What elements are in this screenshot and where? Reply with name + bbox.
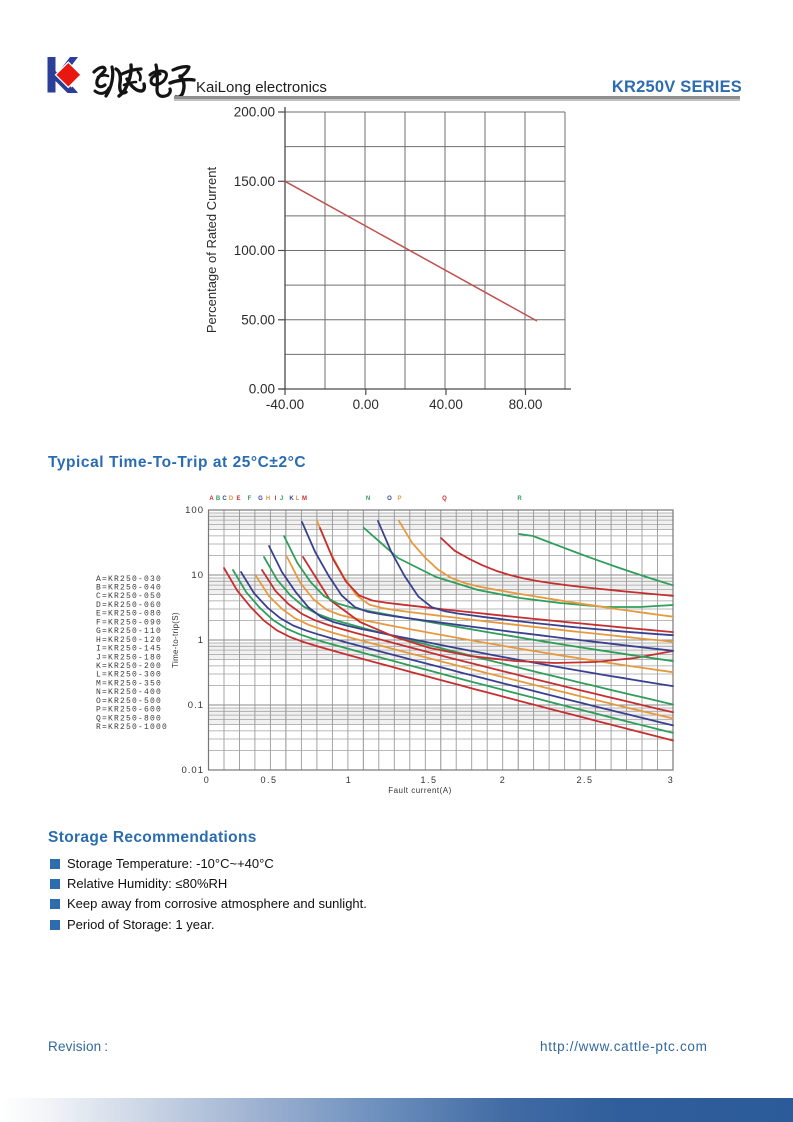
svg-text:H=KR250-120: H=KR250-120: [96, 636, 162, 645]
svg-text:L=KR250-300: L=KR250-300: [96, 671, 162, 680]
svg-text:C=KR250-050: C=KR250-050: [96, 592, 162, 601]
svg-text:100.00: 100.00: [234, 243, 275, 258]
svg-text:K: K: [289, 496, 294, 502]
svg-text:B=KR250-040: B=KR250-040: [96, 584, 162, 593]
svg-text:Q=KR250-800: Q=KR250-800: [96, 714, 162, 723]
svg-text:M=KR250-350: M=KR250-350: [96, 679, 162, 688]
svg-text:100: 100: [185, 505, 204, 516]
svg-text:E=KR250-080: E=KR250-080: [96, 610, 162, 619]
svg-text:O=KR250-500: O=KR250-500: [96, 697, 162, 706]
svg-text:D=KR250-060: D=KR250-060: [96, 601, 162, 610]
svg-text:E: E: [236, 496, 240, 502]
svg-text:F=KR250-090: F=KR250-090: [96, 618, 162, 627]
svg-text:F: F: [248, 496, 252, 502]
svg-text:P: P: [397, 496, 401, 502]
svg-text:A: A: [209, 496, 214, 502]
svg-text:0.5: 0.5: [260, 775, 277, 785]
svg-text:O: O: [387, 496, 392, 502]
svg-text:D: D: [229, 496, 234, 502]
svg-text:R: R: [517, 496, 522, 502]
svg-text:40.00: 40.00: [429, 397, 463, 412]
svg-text:A=KR250-030: A=KR250-030: [96, 575, 162, 584]
svg-text:0.1: 0.1: [188, 700, 204, 711]
svg-text:0.00: 0.00: [353, 397, 379, 412]
svg-text:Q: Q: [442, 496, 447, 502]
svg-text:K=KR250-200: K=KR250-200: [96, 662, 162, 671]
svg-text:C: C: [222, 496, 227, 502]
svg-text:Fault current(A): Fault current(A): [388, 786, 452, 795]
svg-text:M: M: [302, 496, 307, 502]
svg-text:1: 1: [198, 635, 204, 646]
svg-text:I=KR250-145: I=KR250-145: [96, 645, 162, 654]
svg-text:2.5: 2.5: [576, 775, 593, 785]
svg-text:1: 1: [346, 775, 353, 785]
svg-text:R=KR250-1000: R=KR250-1000: [96, 723, 168, 732]
svg-text:P=KR250-600: P=KR250-600: [96, 706, 162, 715]
svg-text:G: G: [258, 496, 263, 502]
svg-text:N: N: [366, 496, 370, 502]
svg-text:Percentage of Rated Current: Percentage of Rated Current: [204, 167, 219, 334]
svg-text:L: L: [296, 496, 300, 502]
svg-text:J=KR250-180: J=KR250-180: [96, 653, 162, 662]
svg-text:N=KR250-400: N=KR250-400: [96, 688, 162, 697]
svg-text:G=KR250-110: G=KR250-110: [96, 627, 162, 636]
svg-text:0.00: 0.00: [249, 382, 275, 397]
svg-text:I: I: [275, 496, 277, 502]
svg-text:200.00: 200.00: [234, 105, 275, 120]
svg-text:Time-to-trip(S): Time-to-trip(S): [171, 612, 180, 668]
svg-text:1.5: 1.5: [420, 775, 437, 785]
svg-text:B: B: [216, 496, 221, 502]
svg-text:-40.00: -40.00: [266, 397, 304, 412]
svg-text:3: 3: [668, 775, 675, 785]
svg-text:0: 0: [204, 775, 211, 785]
svg-text:2: 2: [500, 775, 507, 785]
svg-text:80.00: 80.00: [509, 397, 543, 412]
svg-text:0.01: 0.01: [182, 765, 205, 776]
svg-text:10: 10: [191, 570, 204, 581]
svg-text:J: J: [280, 496, 283, 502]
svg-text:H: H: [266, 496, 270, 502]
svg-text:50.00: 50.00: [241, 312, 275, 327]
svg-text:150.00: 150.00: [234, 174, 275, 189]
